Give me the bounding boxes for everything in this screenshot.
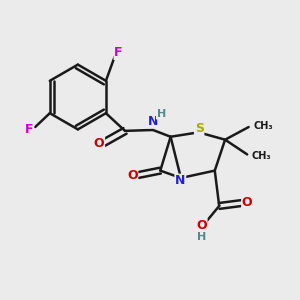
Text: H: H xyxy=(157,109,166,119)
Text: S: S xyxy=(195,122,204,135)
Text: N: N xyxy=(175,174,185,188)
Text: O: O xyxy=(127,169,138,182)
Text: O: O xyxy=(242,196,253,209)
Text: O: O xyxy=(196,219,207,232)
Text: F: F xyxy=(25,123,34,136)
Text: CH₃: CH₃ xyxy=(252,151,271,161)
Text: H: H xyxy=(197,232,206,242)
Text: N: N xyxy=(148,115,159,128)
Text: CH₃: CH₃ xyxy=(253,121,273,130)
Text: F: F xyxy=(114,46,123,59)
Text: O: O xyxy=(94,137,104,150)
